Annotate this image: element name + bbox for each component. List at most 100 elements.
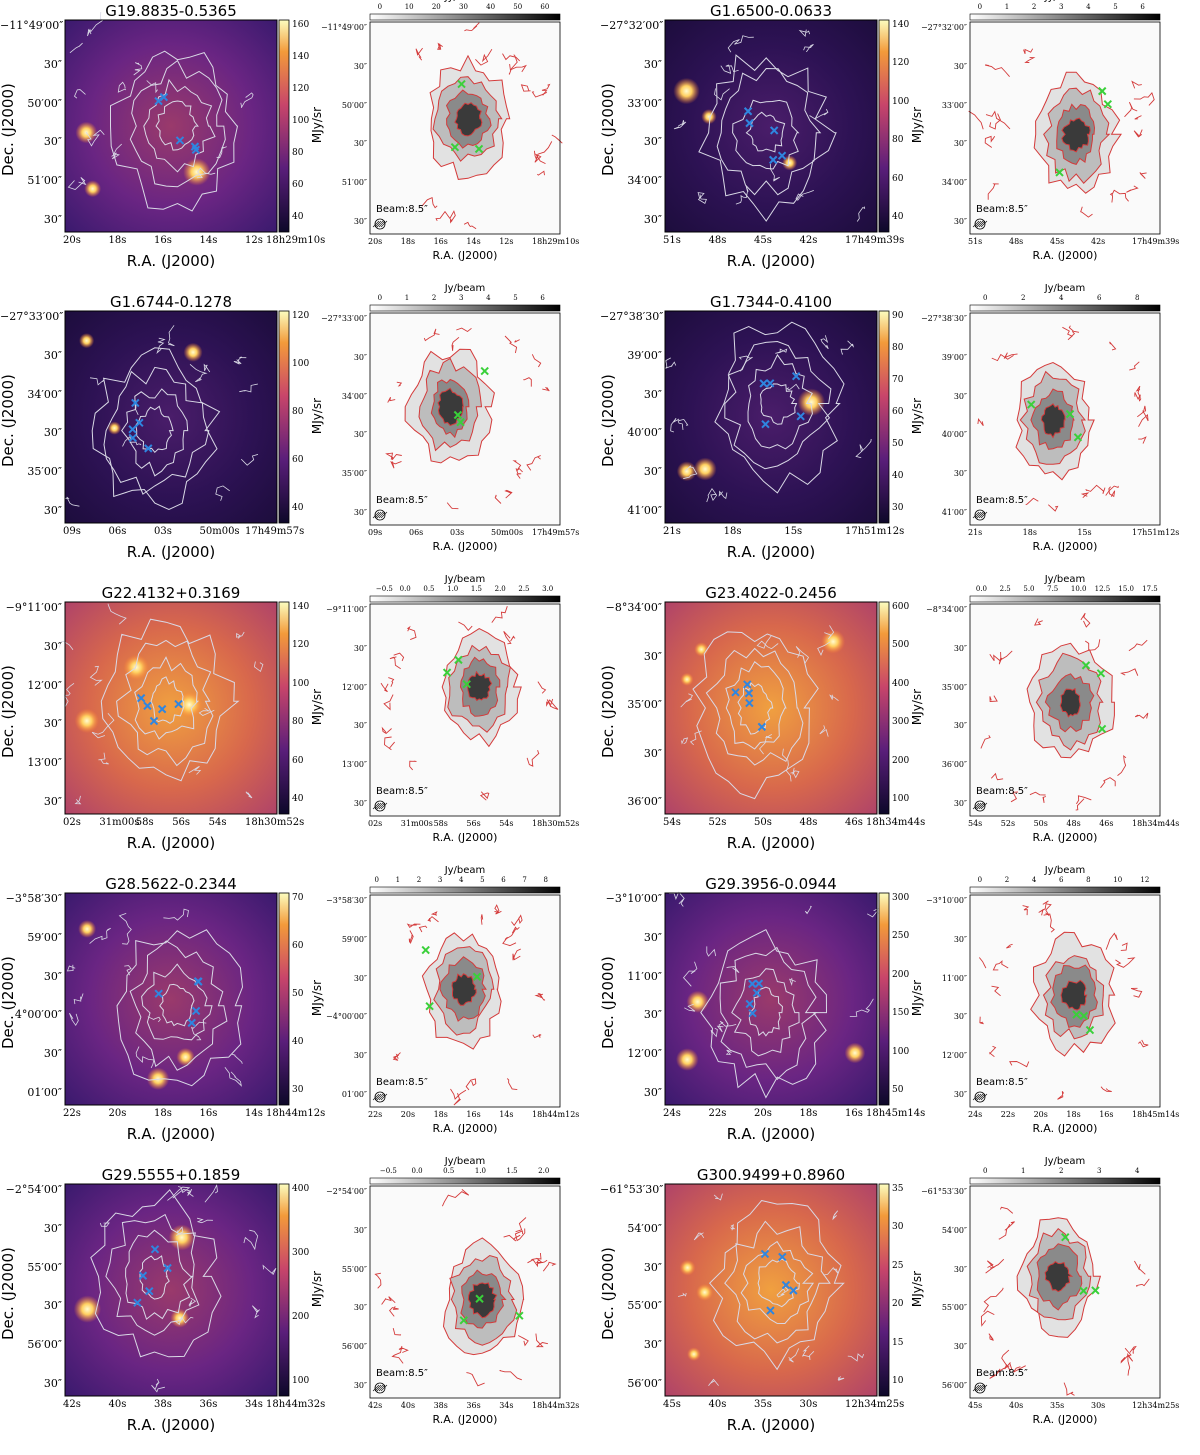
- dec-tick-label: 12′00″: [27, 678, 62, 692]
- scalebar-unit-label: Jy/beam: [1044, 574, 1086, 585]
- dec-tick-label: 56′00″: [627, 1377, 662, 1390]
- mm-ra-tick-label: 40s: [1009, 1401, 1024, 1410]
- source-mark-blue: [187, 1018, 196, 1028]
- mm-dec-tick-label: 30″: [353, 352, 367, 362]
- mm-contour-fragment: [511, 914, 523, 927]
- ir-point-source: [183, 342, 203, 362]
- scalebar-unit-label: Jy/beam: [970, 0, 1160, 3]
- mm-dec-tick-label: 56′00″: [341, 1342, 367, 1352]
- mm-dec-tick-label: −27°38′30″: [920, 314, 967, 323]
- panel-pair-G1.6744-0.1278: G1.6744-0.1278 Dec. (J2000) R.A. (J2000) 12…: [0, 283, 600, 582]
- mm-ra-tick-label: 46s: [1099, 819, 1114, 828]
- dec-tick-label: 30″: [643, 930, 662, 944]
- mm-ra-tick-label: 54s: [968, 819, 983, 828]
- mm-dec-tick-label: 30″: [953, 61, 967, 71]
- colorbar-tick-label: 60: [292, 941, 304, 951]
- scalebar-tick-label: 50: [513, 3, 523, 11]
- scalebar-tick-label: 8: [1135, 294, 1140, 302]
- colorbar-tick-label: 100: [292, 359, 310, 369]
- ir-colorbar: [278, 892, 290, 1106]
- dec-tick-label: 30″: [43, 795, 62, 808]
- beam-hatch: [380, 1093, 388, 1101]
- ra-axis-label: R.A. (J2000): [126, 543, 216, 561]
- mm-ra-tick-label: 16s: [466, 1110, 481, 1119]
- ra-tick-label: 21s: [663, 526, 681, 537]
- scalebar-tick-label: 12.5: [1094, 585, 1111, 593]
- dec-tick-label: 30″: [43, 135, 62, 149]
- mm-contour-fragment: [1100, 777, 1116, 789]
- dec-tick-label: 30″: [43, 969, 62, 983]
- ir-contour-fragment: [726, 966, 740, 974]
- ir-contour-fragment: [146, 80, 158, 94]
- scalebar-tick-label: 6: [1140, 3, 1145, 11]
- mm-contour: [1059, 687, 1081, 718]
- mm-ra-tick-label: 42s: [368, 1401, 383, 1410]
- mm-frame: [969, 21, 1161, 235]
- dec-tick-label: −61°53′30″: [600, 1183, 664, 1196]
- ir-point-source: [844, 1042, 866, 1064]
- mm-contour-fragment: [464, 22, 480, 32]
- dec-tick-label: 4°00′00″: [14, 1008, 62, 1022]
- mm-contour-fragment: [1120, 942, 1128, 951]
- ir-contour: [748, 986, 784, 1037]
- mm-dec-tick-label: −4°00′00″: [326, 1012, 367, 1022]
- mm-contour-fragment: [396, 381, 403, 387]
- panel-title: G1.6500-0.0633: [709, 2, 832, 20]
- beam-hatch: [972, 511, 980, 519]
- ra-tick-label: 20s: [108, 1108, 127, 1119]
- ir-point-source: [107, 421, 122, 435]
- scalebar-tick-label: 8: [1086, 876, 1091, 884]
- dec-tick-label: 34′00″: [27, 387, 62, 401]
- mm-scalebar: [369, 1177, 561, 1185]
- mm-contour-fragment: [504, 489, 513, 499]
- mm-contour-fragment: [1131, 80, 1142, 89]
- source-mark-blue: [191, 145, 201, 155]
- beam-hatch: [980, 1093, 988, 1101]
- mm-contour-fragment: [1080, 206, 1093, 218]
- mm-contour-fragment: [387, 396, 396, 403]
- scalebar-tick-label: 6: [1059, 876, 1064, 884]
- mm-contour-fragment: [1080, 612, 1091, 628]
- beam-hatch: [372, 802, 380, 810]
- source-mark-blue: [796, 412, 805, 421]
- scalebar-tick-label: 0.5: [423, 585, 435, 593]
- mm-ra-tick-label: 30s: [1091, 1401, 1106, 1410]
- mm-contour-fragment: [1045, 903, 1052, 916]
- ra-axis-label: R.A. (J2000): [126, 252, 216, 270]
- dec-tick-label: −3°58′30″: [5, 892, 62, 905]
- scalebar-tick-label: 20: [431, 3, 441, 11]
- ra-tick-label: 48s: [799, 817, 818, 828]
- source-mark-blue: [150, 1245, 160, 1254]
- scalebar-unit-label: Jy/beam: [370, 0, 560, 3]
- mm-ra-tick-label: 35s: [1050, 1401, 1065, 1410]
- colorbar-unit-label: MJy/sr: [310, 688, 325, 726]
- mm-contour: [454, 102, 483, 137]
- dec-tick-label: 30″: [643, 213, 662, 226]
- source-mark-blue: [135, 418, 144, 428]
- mm-contour-fragment: [1120, 1347, 1132, 1364]
- colorbar-tick-label: 30: [892, 503, 904, 513]
- source-mark-blue: [748, 979, 757, 989]
- ir-contour-fragment: [251, 1305, 260, 1319]
- mm-dec-tick-label: −27°32′00″: [920, 23, 967, 32]
- ir-contour-fragment: [156, 337, 166, 354]
- ir-point-source: [821, 629, 846, 654]
- mm-scalebar: [969, 886, 1161, 894]
- source-mark-green: [1055, 168, 1064, 177]
- mm-contour-fragment: [992, 960, 1009, 971]
- colorbar-tick-label: 200: [892, 755, 910, 766]
- scalebar-tick-label: 2.5: [999, 585, 1011, 593]
- mm-contour-fragment: [989, 695, 998, 702]
- mm-dec-tick-label: 30″: [953, 391, 967, 401]
- mm-ra-tick-label: 16s: [1099, 1110, 1114, 1119]
- ir-contour: [740, 1240, 815, 1325]
- ra-axis-label: R.A. (J2000): [726, 1125, 816, 1143]
- mm-contour-fragment: [526, 455, 541, 471]
- ir-background: [65, 20, 277, 232]
- mm-contour-fragment: [1029, 791, 1046, 796]
- source-mark-blue: [194, 977, 203, 986]
- mm-contour-fragment: [1124, 102, 1138, 118]
- mm-dec-tick-label: 12′00″: [341, 682, 367, 692]
- mm-contour-fragment: [534, 153, 546, 165]
- mm-ra-tick-label: 58s: [433, 819, 448, 828]
